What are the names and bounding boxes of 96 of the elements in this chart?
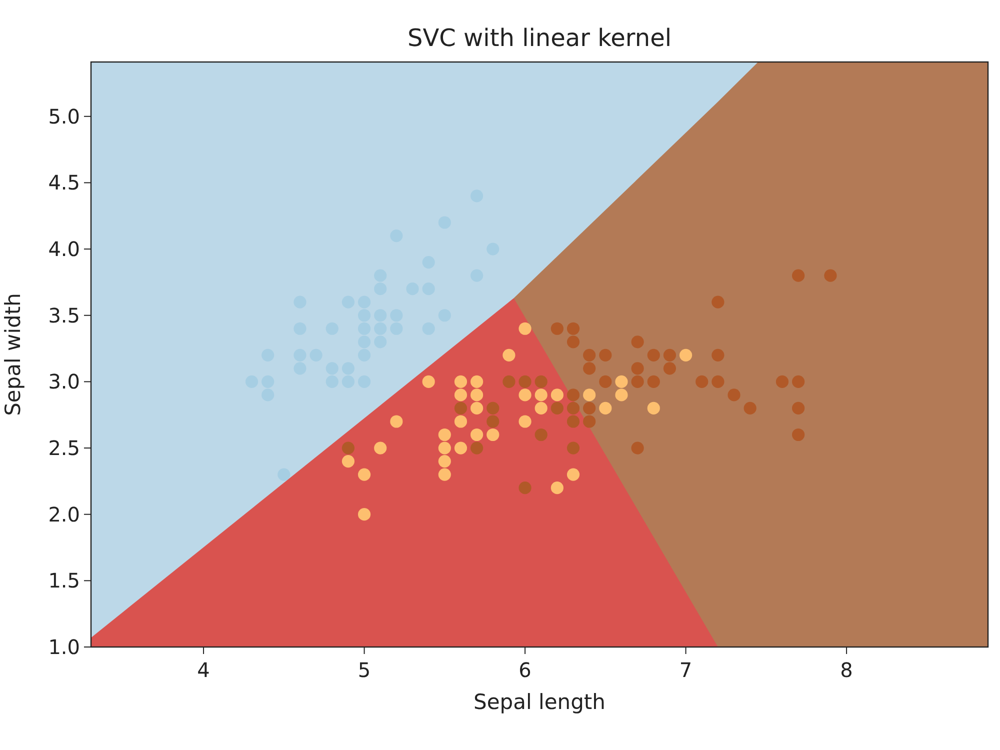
point xyxy=(518,388,532,402)
point xyxy=(470,375,484,388)
point xyxy=(631,375,644,388)
point xyxy=(550,388,564,402)
point xyxy=(583,388,596,402)
x-tick-label: 5 xyxy=(358,658,371,682)
point xyxy=(696,375,708,388)
point xyxy=(566,402,580,415)
point xyxy=(599,402,612,415)
point xyxy=(390,415,403,428)
y-tick-label: 3.0 xyxy=(48,370,80,394)
point xyxy=(550,402,564,415)
point xyxy=(583,402,596,415)
point xyxy=(486,415,500,428)
point xyxy=(566,336,580,348)
point xyxy=(712,348,724,362)
y-tick-label: 2.0 xyxy=(48,502,80,526)
point xyxy=(566,442,580,454)
point xyxy=(422,375,435,388)
point xyxy=(663,348,676,362)
point xyxy=(615,375,628,388)
point xyxy=(599,348,612,362)
point xyxy=(518,322,532,335)
point xyxy=(454,402,468,415)
point xyxy=(647,375,660,388)
point xyxy=(438,468,451,481)
point xyxy=(550,482,564,494)
y-tick-label: 4.0 xyxy=(48,237,80,262)
point xyxy=(454,388,468,402)
point xyxy=(534,428,548,442)
point xyxy=(518,415,532,428)
point xyxy=(486,428,500,442)
point xyxy=(534,402,548,415)
point xyxy=(744,402,756,415)
y-tick-label: 3.5 xyxy=(48,303,80,328)
point xyxy=(583,362,596,375)
point xyxy=(278,468,290,481)
chart-title: SVC with linear kernel xyxy=(408,24,672,52)
y-tick-label: 1.0 xyxy=(48,635,80,659)
point xyxy=(728,388,740,402)
point xyxy=(454,375,468,388)
point xyxy=(647,348,660,362)
x-tick-label: 8 xyxy=(840,658,853,682)
point xyxy=(792,269,805,282)
x-tick-label: 6 xyxy=(518,658,532,682)
point xyxy=(599,375,612,388)
point xyxy=(583,415,596,428)
point xyxy=(374,442,387,454)
point xyxy=(534,388,548,402)
y-tick-label: 1.5 xyxy=(48,568,80,593)
point xyxy=(470,428,484,442)
point xyxy=(712,296,724,308)
point xyxy=(566,468,580,481)
point xyxy=(454,415,468,428)
point xyxy=(470,388,484,402)
y-tick-label: 4.5 xyxy=(48,170,80,195)
point xyxy=(518,375,532,388)
point xyxy=(438,428,451,442)
point xyxy=(342,454,355,468)
point xyxy=(454,442,468,454)
point xyxy=(502,375,516,388)
x-tick-label: 4 xyxy=(197,658,210,682)
point xyxy=(583,348,596,362)
point xyxy=(566,415,580,428)
point xyxy=(470,402,484,415)
point xyxy=(486,402,500,415)
point xyxy=(550,322,564,335)
y-tick-label: 2.5 xyxy=(48,436,80,460)
point xyxy=(470,442,484,454)
point xyxy=(631,442,644,454)
point xyxy=(358,508,371,521)
y-axis-title: Sepal width xyxy=(1,293,25,416)
point xyxy=(712,375,724,388)
point xyxy=(792,428,805,442)
point xyxy=(792,402,805,415)
point xyxy=(518,482,532,494)
y-tick-label: 5.0 xyxy=(48,104,80,128)
point xyxy=(566,322,580,335)
point xyxy=(824,269,837,282)
point xyxy=(792,375,805,388)
point xyxy=(663,362,676,375)
point xyxy=(631,336,644,348)
x-tick-label: 7 xyxy=(679,658,692,682)
point xyxy=(566,388,580,402)
point xyxy=(615,388,628,402)
point xyxy=(679,348,692,362)
point xyxy=(502,348,516,362)
point xyxy=(342,442,355,454)
point xyxy=(438,442,451,454)
point xyxy=(358,468,371,481)
point xyxy=(776,375,789,388)
point xyxy=(631,362,644,375)
point xyxy=(647,402,660,415)
x-axis-title: Sepal length xyxy=(474,690,606,714)
point xyxy=(534,375,548,388)
point xyxy=(438,454,451,468)
